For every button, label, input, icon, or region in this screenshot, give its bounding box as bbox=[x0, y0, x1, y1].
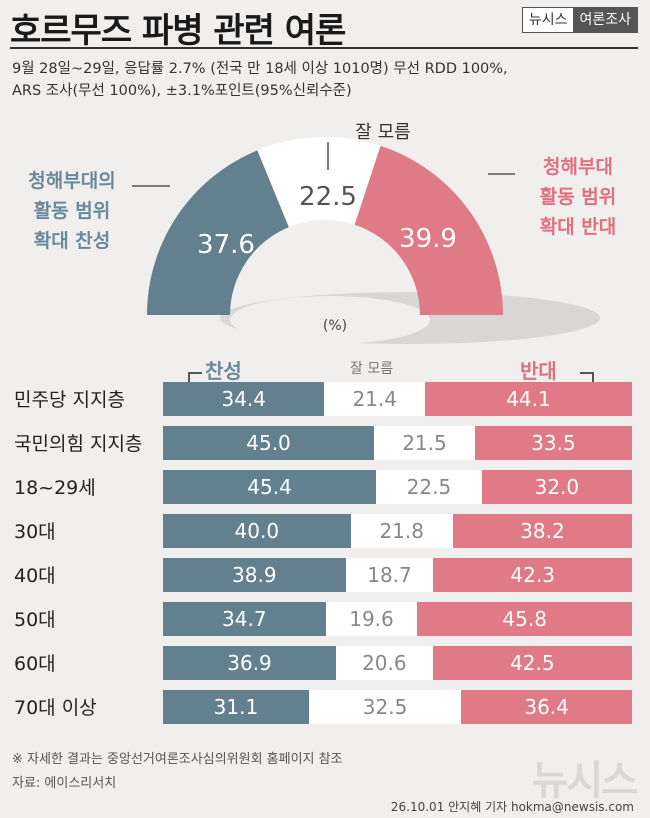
bar-value-label: 42.3 bbox=[510, 563, 555, 587]
bar-value-label: 34.7 bbox=[222, 607, 267, 631]
bar-against: 45.8 bbox=[417, 602, 632, 636]
survey-info: 9월 28일~29일, 응답률 2.7% (전국 만 18세 이상 1010명)… bbox=[12, 58, 508, 102]
bar-for: 31.1 bbox=[163, 690, 309, 724]
gauge-label-against-line-2: 활동 범위 bbox=[539, 186, 617, 208]
gauge-chart bbox=[132, 137, 600, 344]
title-divider bbox=[10, 47, 638, 49]
bar-value-label: 33.5 bbox=[531, 431, 576, 455]
bar-row: 60대 36.9 20.6 42.5 bbox=[0, 646, 650, 680]
survey-info-line-1: 9월 28일~29일, 응답률 2.7% (전국 만 18세 이상 1010명)… bbox=[12, 61, 508, 77]
bar-against: 42.5 bbox=[432, 646, 632, 680]
gauge-label-against: 청해부대 활동 범위 확대 반대 bbox=[520, 152, 636, 242]
bar-value-label: 31.1 bbox=[213, 695, 259, 719]
bar-value-label: 21.4 bbox=[352, 387, 397, 411]
bar-value-label: 38.9 bbox=[232, 563, 277, 587]
bar-row: 민주당 지지층 34.4 21.4 44.1 bbox=[0, 382, 650, 416]
bar-unknown: 19.6 bbox=[325, 602, 418, 636]
gauge-slice-for bbox=[147, 150, 289, 315]
bar-value-label: 36.4 bbox=[524, 695, 569, 719]
bar-value-label: 45.4 bbox=[247, 475, 292, 499]
bar-value-label: 36.9 bbox=[227, 651, 272, 675]
row-label: 60대 bbox=[14, 653, 56, 675]
bar-against: 38.2 bbox=[452, 514, 632, 548]
newsis-watermark: 뉴시스 bbox=[531, 758, 638, 804]
footnote: ※ 자세한 결과는 중앙선거여론조사심의위원회 홈페이지 참조 bbox=[12, 752, 343, 767]
bar-for: 45.0 bbox=[163, 426, 375, 460]
bar-value-label: 45.8 bbox=[502, 607, 547, 631]
bar-row: 50대 34.7 19.6 45.8 bbox=[0, 602, 650, 636]
bar-value-label: 34.4 bbox=[221, 387, 266, 411]
gauge-label-for-line-1: 청해부대의 bbox=[28, 170, 116, 192]
row-label: 40대 bbox=[14, 565, 56, 587]
bar-value-label: 21.5 bbox=[402, 431, 447, 455]
bar-for: 34.4 bbox=[163, 382, 325, 416]
row-label: 50대 bbox=[14, 609, 56, 631]
gauge-slice-unknown bbox=[257, 137, 381, 228]
bar-value-label: 44.1 bbox=[506, 387, 551, 411]
bar-unknown: 32.5 bbox=[308, 690, 462, 724]
bar-row: 국민의힘 지지층 45.0 21.5 33.5 bbox=[0, 426, 650, 460]
column-header-against: 반대 bbox=[520, 359, 557, 383]
bar-value-label: 32.5 bbox=[362, 695, 408, 719]
bar-unknown: 21.5 bbox=[374, 426, 475, 460]
bracket-against bbox=[580, 372, 594, 386]
gauge-label-for: 청해부대의 활동 범위 확대 찬성 bbox=[14, 166, 130, 256]
bar-row: 18~29세 45.4 22.5 32.0 bbox=[0, 470, 650, 504]
brand-name: 뉴시스 bbox=[522, 8, 574, 32]
row-label: 70대 이상 bbox=[14, 697, 97, 719]
bar-for: 38.9 bbox=[163, 558, 346, 592]
bar-value-label: 20.6 bbox=[362, 651, 407, 675]
row-label: 국민의힘 지지층 bbox=[14, 433, 143, 455]
row-label: 민주당 지지층 bbox=[14, 389, 125, 411]
bar-row: 70대 이상 31.1 32.5 36.4 bbox=[0, 690, 650, 724]
page-title: 호르무즈 파병 관련 여론 bbox=[10, 11, 346, 51]
bar-against: 42.3 bbox=[433, 558, 632, 592]
bar-row: 40대 38.9 18.7 42.3 bbox=[0, 558, 650, 592]
bar-value-label: 18.7 bbox=[367, 563, 412, 587]
gauge-value-unknown: 22.5 bbox=[299, 182, 357, 212]
bar-against: 44.1 bbox=[424, 382, 632, 416]
brand-section: 여론조사 bbox=[573, 8, 637, 32]
brand-badge: 뉴시스 여론조사 bbox=[521, 7, 638, 33]
bar-value-label: 45.0 bbox=[246, 431, 291, 455]
bar-value-label: 19.6 bbox=[349, 607, 394, 631]
gauge-unit: (%) bbox=[322, 318, 348, 334]
bar-for: 45.4 bbox=[163, 470, 377, 504]
column-header-for: 찬성 bbox=[205, 359, 242, 383]
gauge-slice-against bbox=[354, 145, 503, 315]
bar-unknown: 20.6 bbox=[336, 646, 433, 680]
credit-line: 26.10.01 안지혜 기자 hokma@newsis.com bbox=[390, 800, 634, 814]
bar-for: 36.9 bbox=[163, 646, 337, 680]
survey-info-line-2: ARS 조사(무선 100%), ±3.1%포인트(95%신뢰수준) bbox=[12, 83, 352, 99]
gauge-label-against-line-3: 확대 반대 bbox=[539, 216, 617, 238]
bar-value-label: 32.0 bbox=[534, 475, 580, 499]
gauge-label-against-line-1: 청해부대 bbox=[543, 156, 613, 178]
gauge-label-for-line-2: 활동 범위 bbox=[33, 200, 111, 222]
bar-unknown: 18.7 bbox=[345, 558, 434, 592]
bar-value-label: 40.0 bbox=[234, 519, 280, 543]
bar-for: 40.0 bbox=[163, 514, 351, 548]
source: 자료: 에이스리서치 bbox=[12, 776, 117, 791]
bar-value-label: 38.2 bbox=[520, 519, 565, 543]
gauge-shadow-inner bbox=[230, 296, 430, 344]
bar-against: 36.4 bbox=[461, 690, 632, 724]
bar-row: 30대 40.0 21.8 38.2 bbox=[0, 514, 650, 548]
bar-against: 32.0 bbox=[481, 470, 632, 504]
bar-unknown: 21.4 bbox=[324, 382, 425, 416]
bar-value-label: 42.5 bbox=[510, 651, 555, 675]
gauge-value-for: 37.6 bbox=[197, 230, 255, 260]
gauge-label-unknown: 잘 모름 bbox=[355, 122, 411, 143]
bar-value-label: 21.8 bbox=[379, 519, 424, 543]
bar-unknown: 21.8 bbox=[350, 514, 453, 548]
bar-for: 34.7 bbox=[163, 602, 326, 636]
gauge-value-against: 39.9 bbox=[399, 224, 457, 254]
row-label: 18~29세 bbox=[14, 477, 96, 499]
bar-value-label: 22.5 bbox=[406, 475, 452, 499]
row-label: 30대 bbox=[14, 521, 56, 543]
bar-against: 33.5 bbox=[474, 426, 632, 460]
bracket-for bbox=[188, 372, 202, 386]
column-header-unknown: 잘 모름 bbox=[350, 361, 394, 377]
bar-unknown: 22.5 bbox=[376, 470, 482, 504]
gauge-label-for-line-3: 확대 찬성 bbox=[33, 230, 111, 252]
